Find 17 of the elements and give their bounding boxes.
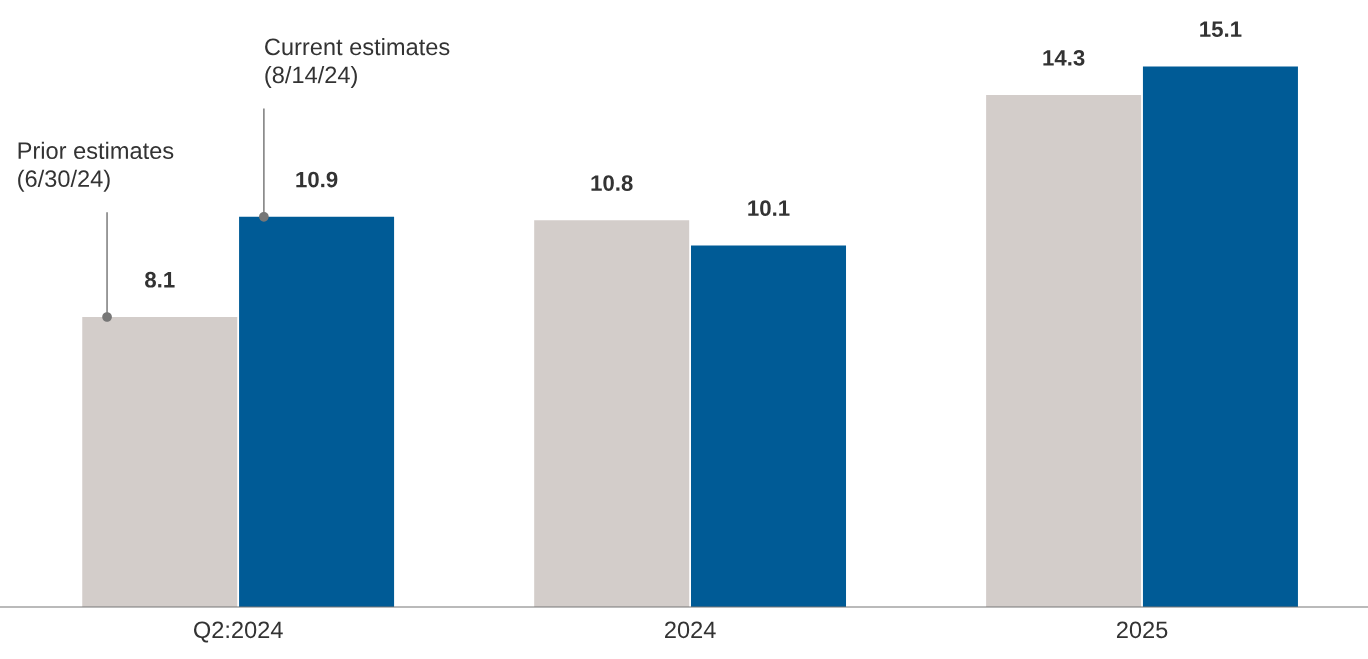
data-label: 10.8: [591, 175, 633, 191]
bar: [82, 317, 238, 607]
data-label: 14.3: [1043, 49, 1085, 66]
data-label: 10.9: [296, 171, 338, 188]
bar: [1142, 66, 1298, 607]
x-tick-label: 2025: [1116, 621, 1168, 639]
bar: [986, 95, 1142, 607]
data-label: 8.1: [145, 271, 175, 288]
x-tick-label: Q2:2024: [194, 621, 283, 643]
bar: [239, 216, 395, 607]
bar: [691, 245, 847, 607]
x-tick-label: 2024: [665, 621, 716, 639]
bar: [534, 220, 690, 607]
text: Current estimates (8/14/24): [265, 37, 450, 88]
data-label: 10.1: [748, 200, 790, 217]
data-label: 15.1: [1200, 21, 1242, 38]
text: Prior estimates (6/30/24): [18, 141, 174, 192]
